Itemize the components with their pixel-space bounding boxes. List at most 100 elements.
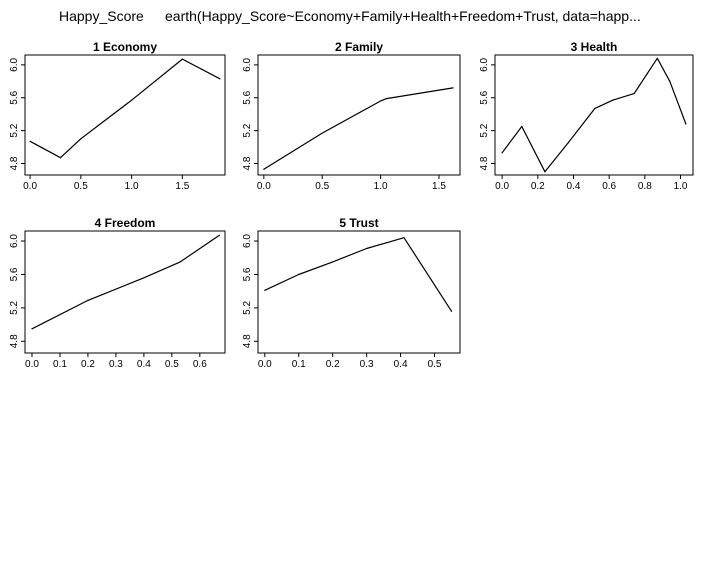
data-point [450, 310, 453, 312]
x-tick-label: 0.6 [193, 359, 207, 370]
data-point [366, 247, 368, 250]
x-tick-label: 0.5 [315, 181, 329, 192]
x-tick-label: 1.5 [175, 181, 189, 192]
x-tick-label: 0.2 [531, 181, 545, 192]
data-point [143, 277, 145, 279]
x-tick-label: 1.0 [674, 181, 688, 192]
panel-3: 3 Health 0.0 0.2 0.4 0.6 0.8 1.0 4.8 5.2 5.6 6.0 [479, 40, 694, 192]
series-line [31, 234, 220, 330]
data-point [179, 261, 181, 263]
data-point [656, 57, 658, 59]
y-tick-label: 4.8 [479, 156, 490, 170]
y-tick-label: 6.0 [9, 234, 20, 248]
data-point [218, 234, 221, 236]
plot-frame [24, 54, 226, 176]
x-tick-label: 0.1 [292, 359, 306, 370]
x-tick-label: 0.0 [25, 359, 39, 370]
y-tick-label: 4.8 [9, 334, 20, 348]
data-point [130, 99, 133, 101]
x-tick-label: 0.0 [257, 181, 271, 192]
x-tick-label: 1.5 [432, 181, 446, 192]
data-point [685, 123, 687, 125]
data-point [385, 97, 388, 100]
data-point [380, 100, 382, 102]
y-tick-label: 5.2 [479, 123, 490, 137]
y-tick-label: 6.0 [9, 57, 20, 71]
y-tick-label: 6.0 [242, 234, 253, 248]
data-point [594, 107, 596, 110]
x-tick-label: 1.0 [125, 181, 139, 192]
x-tick-label: 0.8 [638, 181, 652, 192]
y-tick-label: 5.6 [242, 267, 253, 281]
data-point [544, 171, 546, 173]
data-point [669, 80, 671, 82]
x-tick-label: 0.5 [74, 181, 88, 192]
x-tick-label: 0.1 [53, 359, 67, 370]
panel-title: 1 Economy [93, 40, 157, 54]
x-tick-label: 0.4 [567, 181, 581, 192]
x-tick-label: 0.6 [602, 181, 616, 192]
panel-4: 4 Freedom 0.0 0.1 0.2 0.3 0.4 0.5 0.6 4.8 5.2 5.6 6… [9, 216, 226, 370]
x-tick-label: 0.4 [394, 359, 408, 370]
x-tick-label: 0.0 [258, 359, 272, 370]
series-line [29, 58, 221, 159]
panel-title: 5 Trust [339, 216, 378, 230]
y-tick-label: 4.8 [242, 156, 253, 170]
plot-frame [257, 54, 461, 176]
data-point [264, 289, 266, 291]
data-point [29, 140, 31, 142]
x-tick-label: 0.2 [81, 359, 95, 370]
panel-1: 1 Economy 0.0 0.5 1.0 1.5 4.8 5.2 5.6 6.0 [9, 40, 226, 192]
data-point [87, 299, 89, 301]
x-tick-label: 0.5 [165, 359, 179, 370]
plot-frame [494, 54, 694, 176]
data-point [403, 237, 405, 239]
series-line [501, 57, 687, 173]
x-tick-label: 0.0 [23, 181, 37, 192]
y-tick-label: 5.2 [242, 123, 253, 137]
panel-title: 3 Health [571, 40, 618, 54]
data-point [181, 58, 183, 60]
y-tick-label: 6.0 [242, 57, 253, 71]
data-point [219, 78, 221, 80]
panel-title: 4 Freedom [95, 216, 156, 230]
data-point [332, 261, 334, 263]
y-tick-label: 5.2 [9, 300, 20, 314]
data-point [31, 328, 33, 330]
data-point [59, 157, 62, 159]
data-point [501, 152, 503, 154]
y-tick-label: 5.6 [9, 90, 20, 104]
plot-header: Happy_Score earth(Happy_Score~Economy+Fa… [0, 8, 708, 28]
panel-5: 5 Trust 0.0 0.1 0.2 0.3 0.4 0.5 4.8 5.2 5.6 6.0 [242, 216, 461, 370]
x-tick-label: 0.3 [360, 359, 374, 370]
x-tick-label: 0.2 [326, 359, 340, 370]
data-point [633, 93, 635, 95]
x-tick-label: 0.4 [137, 359, 151, 370]
data-point [80, 138, 82, 140]
y-tick-label: 6.0 [479, 57, 490, 71]
plot-frame [24, 230, 226, 354]
model-call: earth(Happy_Score~Economy+Family+Health+… [165, 8, 641, 24]
y-tick-label: 5.6 [242, 90, 253, 104]
x-tick-label: 0.3 [109, 359, 123, 370]
y-tick-label: 5.2 [242, 300, 253, 314]
data-point [567, 142, 569, 144]
data-point [298, 273, 300, 276]
plot-frame [257, 230, 461, 354]
data-point [452, 87, 454, 89]
data-point [521, 125, 523, 128]
series-line [263, 87, 454, 170]
y-tick-label: 5.2 [9, 123, 20, 137]
x-tick-label: 0.0 [495, 181, 509, 192]
y-tick-label: 5.6 [479, 90, 490, 104]
panel-title: 2 Family [335, 40, 383, 54]
y-tick-label: 4.8 [9, 156, 20, 170]
series-line [264, 237, 453, 312]
x-tick-label: 0.5 [428, 359, 442, 370]
data-point [321, 132, 323, 134]
y-tick-label: 5.6 [9, 267, 20, 281]
data-point [263, 168, 265, 170]
response-name: Happy_Score [59, 8, 144, 24]
panel-2: 2 Family 0.0 0.5 1.0 1.5 4.8 5.2 5.6 6.0 [242, 40, 461, 192]
